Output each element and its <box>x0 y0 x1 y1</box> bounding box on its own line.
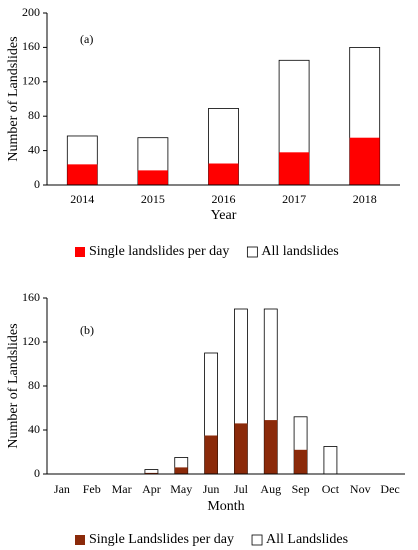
bar <box>323 446 338 475</box>
legend-swatch <box>75 247 85 257</box>
x-tick-label: 2015 <box>141 192 165 206</box>
x-tick-label: Nov <box>350 482 371 496</box>
x-tick-label: Oct <box>322 482 340 496</box>
y-tick-label: 80 <box>28 108 40 122</box>
y-tick-label: 0 <box>34 466 40 480</box>
y-tick-label: 200 <box>22 5 40 19</box>
x-tick-label: Apr <box>142 482 161 496</box>
x-tick-label: Mar <box>112 482 132 496</box>
legend-swatch <box>75 535 85 545</box>
x-tick-label: Feb <box>83 482 101 496</box>
annotation: (b) <box>80 323 94 337</box>
legend-label: Single Landslides per day <box>89 532 234 547</box>
y-tick-label: 40 <box>28 142 40 156</box>
y-tick-label: 120 <box>22 74 40 88</box>
bar <box>144 472 158 474</box>
x-tick-label: 2018 <box>353 192 377 206</box>
x-axis-label: Year <box>211 208 237 223</box>
y-axis-label: Number of Landslides <box>6 36 21 161</box>
x-tick-label: 2014 <box>70 192 94 206</box>
x-tick-label: Jan <box>54 482 70 496</box>
y-tick-label: 120 <box>22 334 40 348</box>
x-tick-label: 2016 <box>212 192 236 206</box>
x-axis-label: Month <box>207 499 244 514</box>
x-tick-label: Jul <box>234 482 249 496</box>
legend-swatch <box>251 534 263 546</box>
bar <box>264 420 278 474</box>
x-tick-label: May <box>170 482 192 496</box>
y-tick-label: 80 <box>28 378 40 392</box>
bar <box>234 423 248 474</box>
bar <box>67 164 98 185</box>
y-axis-label: Number of Landslides <box>6 323 21 448</box>
legend-label: All landslides <box>261 244 338 259</box>
legend-label: All Landslides <box>266 532 348 547</box>
x-tick-label: Dec <box>380 482 399 496</box>
y-tick-label: 40 <box>28 422 40 436</box>
y-tick-label: 160 <box>22 39 40 53</box>
bar <box>174 467 188 474</box>
bar <box>137 170 168 185</box>
bar <box>204 435 218 474</box>
x-tick-label: Sep <box>292 482 310 496</box>
x-tick-label: Aug <box>260 482 281 496</box>
y-tick-label: 160 <box>22 290 40 304</box>
bar <box>208 163 239 185</box>
legend-swatch <box>246 246 258 258</box>
x-tick-label: Jun <box>203 482 220 496</box>
y-tick-label: 0 <box>34 177 40 191</box>
x-tick-label: 2017 <box>282 192 306 206</box>
bar <box>294 449 308 474</box>
bar <box>279 152 310 185</box>
bar <box>349 137 380 185</box>
annotation: (a) <box>80 32 93 46</box>
legend-label: Single landslides per day <box>89 244 229 259</box>
